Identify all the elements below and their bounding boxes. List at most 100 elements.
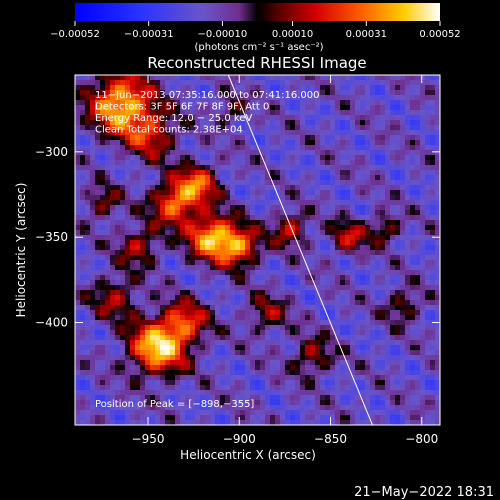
heatmap-cell: [235, 190, 240, 195]
heatmap-cell: [110, 140, 115, 145]
heatmap-cell: [180, 195, 185, 200]
heatmap-cell: [245, 90, 250, 95]
heatmap-cell: [265, 255, 270, 260]
heatmap-cell: [80, 215, 85, 220]
heatmap-cell: [230, 265, 235, 270]
heatmap-cell: [315, 240, 320, 245]
heatmap-cell: [290, 240, 295, 245]
heatmap-cell: [305, 145, 310, 150]
heatmap-cell: [95, 220, 100, 225]
heatmap-cell: [415, 110, 420, 115]
heatmap-cell: [190, 115, 195, 120]
heatmap-cell: [220, 400, 225, 405]
heatmap-cell: [420, 410, 425, 415]
heatmap-cell: [310, 190, 315, 195]
heatmap-cell: [210, 330, 215, 335]
heatmap-cell: [215, 185, 220, 190]
heatmap-cell: [190, 350, 195, 355]
heatmap-cell: [345, 380, 350, 385]
heatmap-cell: [210, 230, 215, 235]
heatmap-cell: [235, 250, 240, 255]
heatmap-cell: [205, 250, 210, 255]
heatmap-cell: [230, 370, 235, 375]
heatmap-cell: [235, 120, 240, 125]
heatmap-cell: [205, 120, 210, 125]
heatmap-cell: [345, 350, 350, 355]
heatmap-cell: [245, 335, 250, 340]
heatmap-cell: [345, 165, 350, 170]
heatmap-cell: [180, 345, 185, 350]
heatmap-cell: [360, 365, 365, 370]
heatmap-cell: [285, 350, 290, 355]
heatmap-cell: [165, 120, 170, 125]
heatmap-cell: [140, 285, 145, 290]
heatmap-cell: [435, 190, 440, 195]
heatmap-cell: [230, 390, 235, 395]
heatmap-cell: [295, 145, 300, 150]
heatmap-cell: [400, 115, 405, 120]
heatmap-cell: [80, 80, 85, 85]
heatmap-cell: [210, 185, 215, 190]
heatmap-cell: [245, 330, 250, 335]
heatmap-cell: [410, 200, 415, 205]
heatmap-cell: [125, 85, 130, 90]
heatmap-cell: [210, 100, 215, 105]
heatmap-cell: [340, 110, 345, 115]
heatmap-cell: [345, 295, 350, 300]
heatmap-cell: [160, 390, 165, 395]
heatmap-cell: [315, 220, 320, 225]
heatmap-cell: [220, 370, 225, 375]
heatmap-cell: [110, 125, 115, 130]
heatmap-cell: [335, 410, 340, 415]
heatmap-cell: [210, 155, 215, 160]
heatmap-cell: [95, 105, 100, 110]
heatmap-cell: [250, 155, 255, 160]
heatmap-cell: [375, 140, 380, 145]
heatmap-cell: [300, 260, 305, 265]
heatmap-cell: [120, 90, 125, 95]
heatmap-cell: [185, 270, 190, 275]
heatmap-cell: [315, 150, 320, 155]
heatmap-cell: [240, 310, 245, 315]
heatmap-cell: [315, 400, 320, 405]
heatmap-cell: [150, 295, 155, 300]
heatmap-cell: [335, 210, 340, 215]
heatmap-cell: [375, 240, 380, 245]
heatmap-cell: [375, 75, 380, 80]
heatmap-cell: [290, 130, 295, 135]
heatmap-cell: [295, 95, 300, 100]
heatmap-cell: [175, 205, 180, 210]
heatmap-cell: [165, 200, 170, 205]
heatmap-cell: [215, 145, 220, 150]
heatmap-cell: [125, 350, 130, 355]
heatmap-cell: [320, 225, 325, 230]
heatmap-cell: [250, 110, 255, 115]
heatmap-cell: [255, 335, 260, 340]
heatmap-cell: [310, 305, 315, 310]
heatmap-cell: [320, 215, 325, 220]
heatmap-cell: [185, 380, 190, 385]
heatmap-cell: [90, 360, 95, 365]
heatmap-cell: [180, 190, 185, 195]
heatmap-cell: [370, 380, 375, 385]
heatmap-cell: [405, 245, 410, 250]
heatmap-cell: [280, 90, 285, 95]
heatmap-cell: [365, 320, 370, 325]
heatmap-cell: [420, 390, 425, 395]
heatmap-cell: [305, 300, 310, 305]
heatmap-cell: [245, 375, 250, 380]
heatmap-cell: [245, 250, 250, 255]
heatmap-cell: [200, 370, 205, 375]
heatmap-cell: [170, 405, 175, 410]
heatmap-cell: [335, 375, 340, 380]
heatmap-cell: [90, 130, 95, 135]
heatmap-cell: [370, 170, 375, 175]
heatmap-cell: [295, 360, 300, 365]
heatmap-cell: [115, 290, 120, 295]
heatmap-cell: [165, 230, 170, 235]
heatmap-cell: [120, 260, 125, 265]
heatmap-cell: [340, 240, 345, 245]
heatmap-cell: [165, 140, 170, 145]
heatmap-cell: [140, 355, 145, 360]
heatmap-cell: [250, 215, 255, 220]
